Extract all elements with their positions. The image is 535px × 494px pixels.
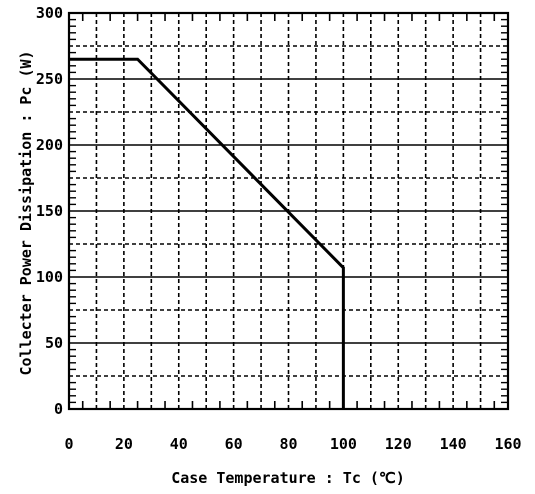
y-axis-title: Collecter Power Dissipation : Pc (W) [17,50,35,375]
x-tick-label: 100 [330,435,357,453]
plot-border [67,11,510,411]
x-tick-label: 40 [170,435,188,453]
x-tick-label: 0 [64,435,73,453]
series-line [69,57,345,409]
y-tick-label: 250 [36,70,63,88]
series-point [342,267,344,269]
grid [69,13,508,409]
x-axis-title: Case Temperature : Tc (℃) [171,469,405,487]
y-tick-label: 200 [36,136,63,154]
plot-frame [67,11,510,411]
x-tick-label: 80 [279,435,297,453]
tick-labels: 0 20 40 60 80 100 120 140 160 0 50 100 150 200 250 300 [36,4,522,453]
y-tick-label: 100 [36,268,63,286]
x-tick-label: 60 [225,435,243,453]
series-point [137,58,139,60]
y-tick-label: 0 [54,400,63,418]
x-tick-label: 140 [440,435,467,453]
x-tick-label: 20 [115,435,133,453]
y-tick-label: 300 [36,4,63,22]
x-tick-label: 120 [385,435,412,453]
x-tick-label: 160 [494,435,521,453]
y-tick-label: 50 [45,334,63,352]
y-tick-label: 150 [36,202,63,220]
